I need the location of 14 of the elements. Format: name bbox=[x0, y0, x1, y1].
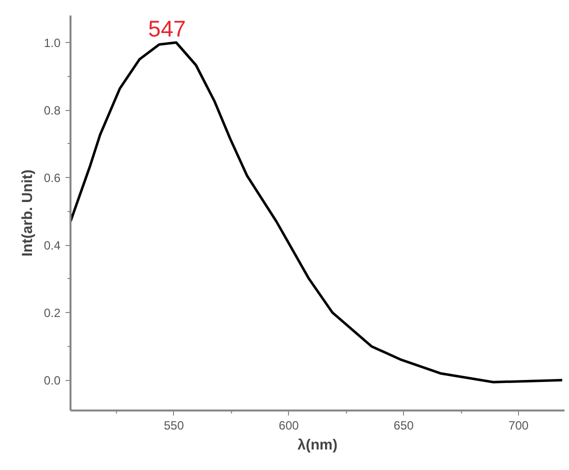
y-tick-label: 0.2 bbox=[44, 306, 61, 320]
y-tick-label: 0.0 bbox=[44, 374, 61, 388]
y-tick-label: 0.4 bbox=[44, 238, 61, 253]
x-tick-label: 600 bbox=[278, 418, 300, 432]
x-tick-label: 550 bbox=[164, 418, 184, 432]
x-axis-title: λ(nm) bbox=[298, 438, 338, 454]
y-tick-label: 1.0 bbox=[44, 36, 61, 50]
x-tick-label: 700 bbox=[508, 418, 529, 432]
x-tick-label: 650 bbox=[394, 418, 414, 432]
line-series bbox=[70, 41, 564, 384]
annotation: 547 bbox=[148, 16, 186, 42]
y-tick-label: 0.6 bbox=[44, 171, 61, 186]
y-axis-title: Int(arb. Unit) bbox=[20, 169, 36, 257]
y-tick-label: 0.8 bbox=[44, 104, 61, 118]
